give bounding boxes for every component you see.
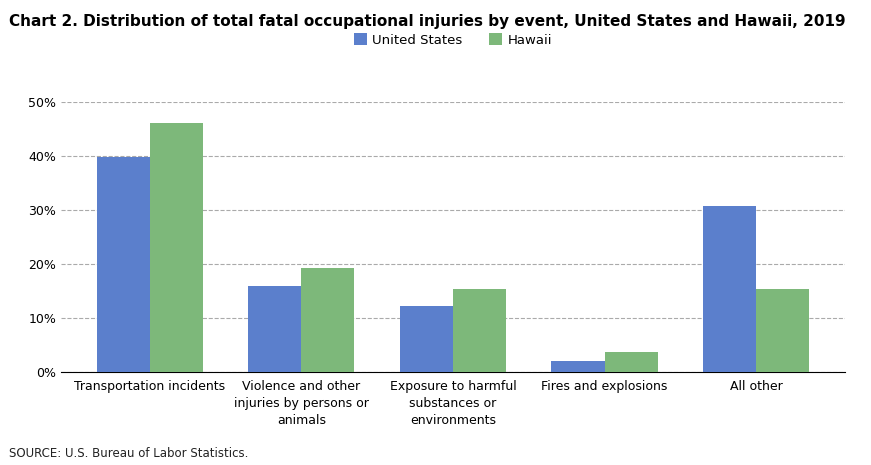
Bar	[453, 289, 506, 372]
Bar	[97, 157, 150, 372]
Bar	[150, 123, 203, 372]
Bar	[604, 352, 658, 372]
Bar	[551, 361, 604, 372]
Legend: United States, Hawaii: United States, Hawaii	[348, 28, 557, 52]
Text: SOURCE: U.S. Bureau of Labor Statistics.: SOURCE: U.S. Bureau of Labor Statistics.	[9, 447, 248, 460]
Bar	[301, 268, 354, 372]
Bar	[703, 206, 756, 372]
Bar	[400, 306, 453, 372]
Bar	[756, 289, 809, 372]
Text: Chart 2. Distribution of total fatal occupational injuries by event, United Stat: Chart 2. Distribution of total fatal occ…	[9, 14, 846, 29]
Bar	[248, 286, 301, 372]
